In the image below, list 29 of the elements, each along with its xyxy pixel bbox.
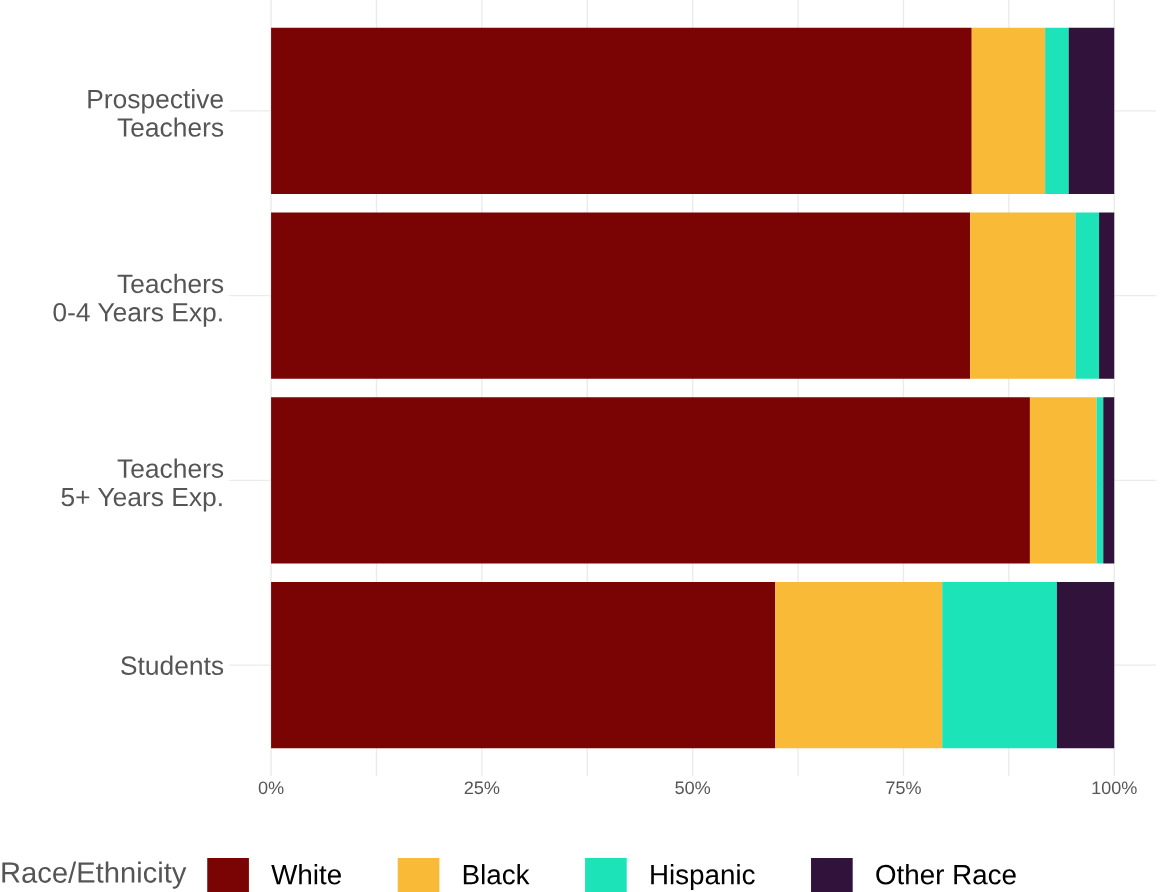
bar [1056, 582, 1115, 749]
y-tick-label: Teachers 5+ Years Exp. [61, 458, 224, 512]
x-tick-label: 50% [675, 781, 711, 795]
bar [271, 27, 972, 195]
bar [1029, 397, 1097, 564]
x-tick-label: 25% [464, 781, 500, 795]
legend-title: Race/Ethnicity [2, 861, 187, 889]
bar [1075, 212, 1100, 379]
bar [942, 582, 1057, 749]
y-tick-label: Teachers 0-4 Years Exp. [53, 273, 224, 327]
bar [971, 27, 1046, 195]
x-tick-label: 0% [258, 781, 284, 795]
bar [970, 212, 1076, 379]
bar [271, 397, 1030, 564]
bar [271, 582, 776, 749]
x-tick-label: 100% [1092, 781, 1137, 795]
bar [271, 212, 971, 379]
bar [775, 582, 943, 749]
legend-label: Hispanic [651, 864, 755, 890]
y-tick-label: Prospective Teachers [88, 89, 224, 137]
bar [1045, 27, 1069, 195]
x-tick-label: 75% [886, 781, 921, 795]
bar [1099, 212, 1115, 379]
legend-label: White [271, 864, 341, 885]
bar [1103, 397, 1115, 564]
y-tick-label: Students [121, 655, 224, 675]
legend-label: Other Race [876, 864, 1016, 885]
bar [1068, 27, 1115, 195]
legend-label: Black [463, 864, 530, 885]
